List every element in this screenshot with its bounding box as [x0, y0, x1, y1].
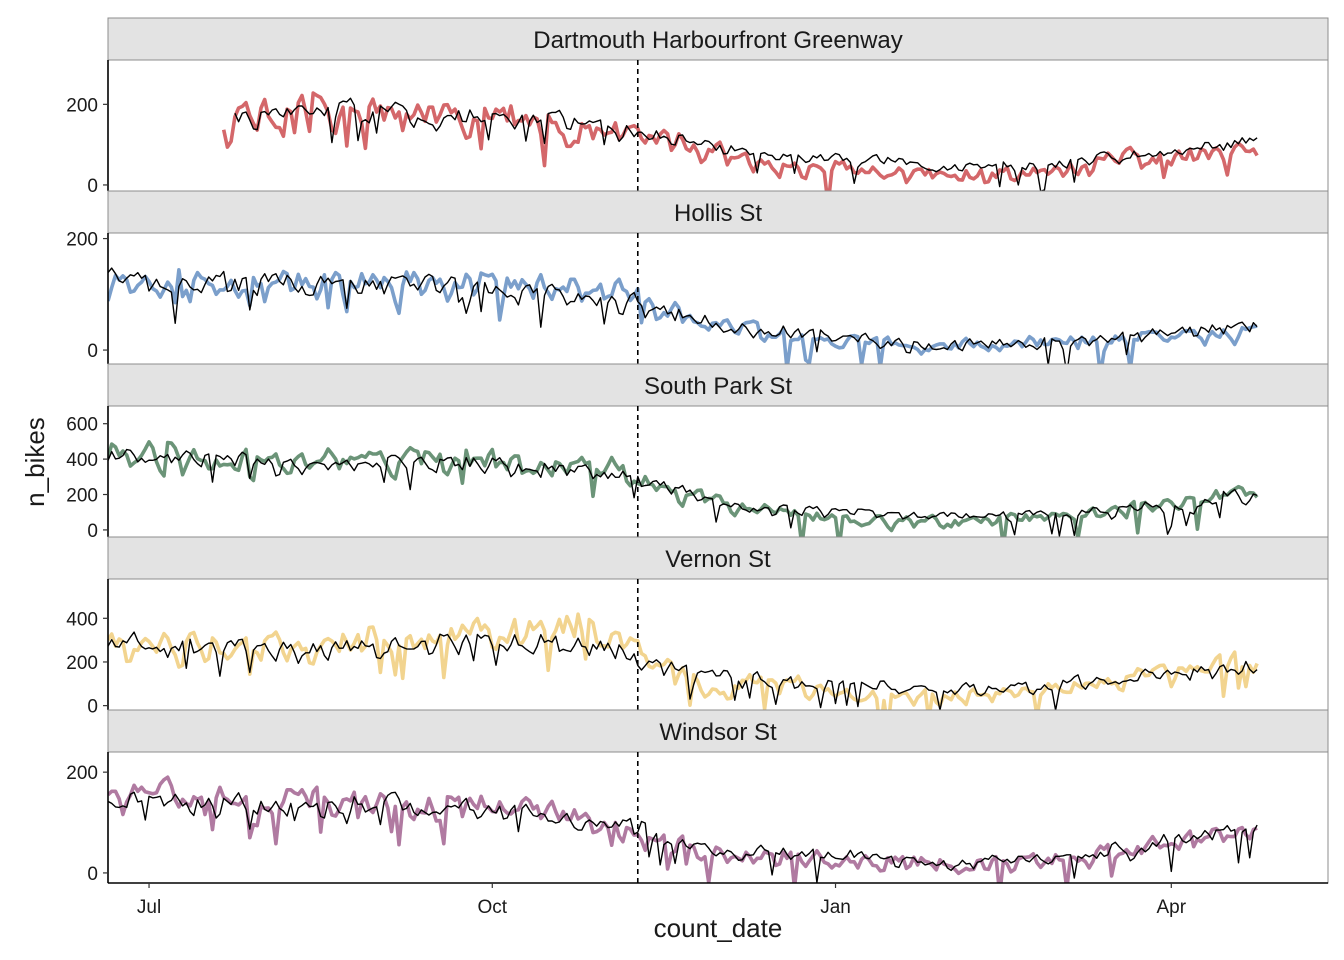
- y-tick-label: 200: [66, 486, 98, 507]
- observed-series-line: [221, 91, 1259, 191]
- y-tick-label: 0: [87, 697, 98, 718]
- y-tick-label: 400: [66, 609, 98, 630]
- facet-strip-label: Windsor St: [659, 719, 777, 746]
- fitted-series-line: [108, 631, 1258, 710]
- x-tick-label: Oct: [478, 897, 508, 918]
- facet-strip: [107, 536, 1329, 580]
- y-axis-title: n_bikes: [20, 417, 50, 507]
- y-tick-label: 200: [66, 763, 98, 784]
- panel-background: [107, 59, 1329, 192]
- fitted-series-line: [108, 267, 1258, 364]
- panel-lines: [108, 267, 1258, 364]
- panel-background: [107, 232, 1329, 365]
- fitted-series-line: [108, 448, 1258, 537]
- facet-strip: [107, 190, 1329, 234]
- y-tick-label: 0: [87, 521, 98, 542]
- y-tick-label: 200: [66, 95, 98, 116]
- panel-lines: [221, 91, 1259, 191]
- y-tick-label: 400: [66, 450, 98, 471]
- facet-strip: [107, 17, 1329, 61]
- y-tick-label: 200: [66, 653, 98, 674]
- panel-lines: [108, 612, 1259, 710]
- fitted-series-line: [234, 97, 1258, 191]
- observed-series-line: [108, 268, 1258, 364]
- facet-strip-label: Dartmouth Harbourfront Greenway: [533, 27, 903, 54]
- panel-lines: [108, 775, 1258, 883]
- facet-strip-label: Hollis St: [674, 200, 762, 227]
- x-tick-label: Jan: [820, 897, 851, 918]
- x-axis-title: count_date: [654, 913, 783, 943]
- y-tick-label: 0: [87, 864, 98, 885]
- y-tick-label: 200: [66, 230, 98, 251]
- observed-series-line: [108, 775, 1258, 883]
- observed-series-line: [108, 440, 1259, 537]
- y-tick-label: 600: [66, 415, 98, 436]
- x-tick-label: Jul: [137, 897, 161, 918]
- fitted-series-line: [108, 791, 1258, 883]
- y-tick-label: 0: [87, 341, 98, 362]
- facet-strip-label: Vernon St: [665, 546, 771, 573]
- facet-strip: [107, 709, 1329, 753]
- y-tick-label: 0: [87, 176, 98, 197]
- panel-lines: [108, 440, 1259, 537]
- x-tick-label: Apr: [1157, 897, 1187, 918]
- facet-strip-label: South Park St: [644, 373, 792, 400]
- panel-background: [107, 751, 1329, 884]
